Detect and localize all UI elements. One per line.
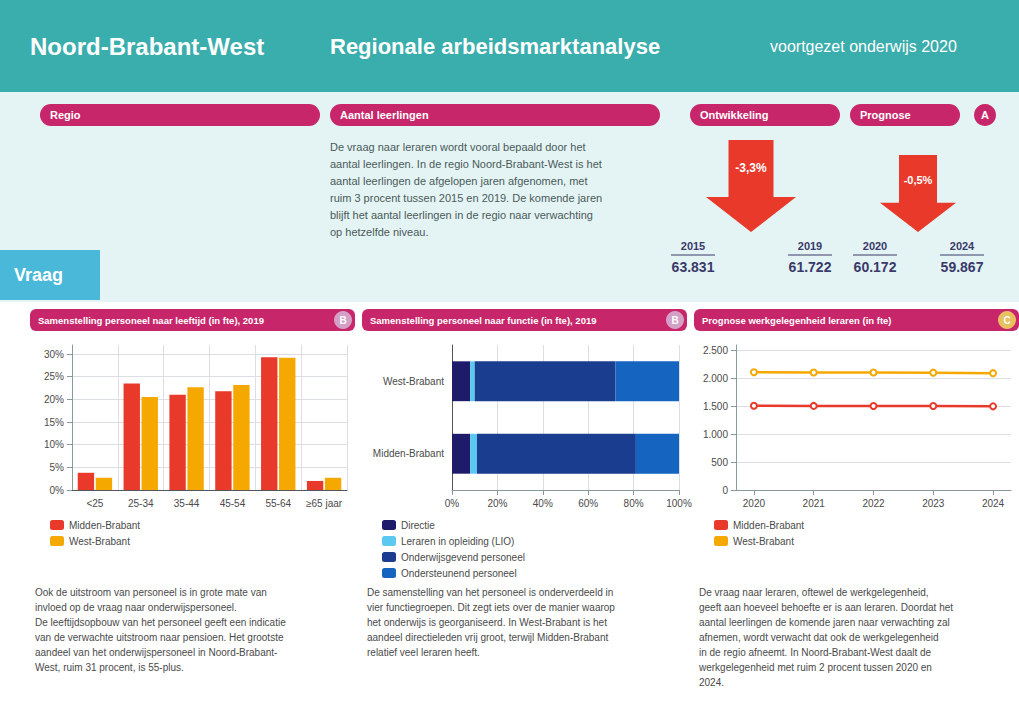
svg-text:voortgezet onderwijs 2020: voortgezet onderwijs 2020 — [770, 38, 957, 55]
svg-text:2022: 2022 — [862, 498, 885, 509]
svg-text:100%: 100% — [666, 498, 692, 509]
svg-text:West, ruim 31 procent, is 55-p: West, ruim 31 procent, is 55-plus. — [35, 662, 184, 673]
svg-text:-0,5%: -0,5% — [904, 174, 933, 186]
svg-text:aantal leerlingen de afgelopen: aantal leerlingen de afgelopen jaren afg… — [330, 175, 587, 187]
svg-text:2024.: 2024. — [699, 677, 724, 688]
svg-text:vier functiegroepen. Dit zegt: vier functiegroepen. Dit zegt iets over … — [367, 602, 615, 613]
svg-text:Samenstelling personeel naar f: Samenstelling personeel naar functie (in… — [370, 315, 596, 326]
svg-text:ruim 3 procent tussen 2015 en: ruim 3 procent tussen 2015 en 2019. De k… — [330, 192, 602, 204]
svg-text:1.000: 1.000 — [703, 429, 728, 440]
svg-text:500: 500 — [711, 457, 728, 468]
svg-text:2019: 2019 — [798, 240, 822, 252]
svg-text:geeft aan hoeveel behoefte er: geeft aan hoeveel behoefte er is aan ler… — [699, 602, 953, 613]
svg-text:Vraag: Vraag — [14, 265, 63, 285]
svg-text:C: C — [1003, 315, 1010, 326]
svg-text:Directie: Directie — [401, 520, 435, 531]
svg-text:45-54: 45-54 — [220, 498, 246, 509]
svg-text:aandeel van het onderwijsperso: aandeel van het onderwijspersoneel in No… — [35, 647, 277, 658]
svg-text:blijft het aantal leerlingen i: blijft het aantal leerlingen in de regio… — [330, 209, 593, 221]
svg-text:30%: 30% — [44, 349, 64, 360]
svg-text:20%: 20% — [487, 498, 507, 509]
svg-text:10%: 10% — [44, 439, 64, 450]
svg-text:-3,3%: -3,3% — [735, 161, 767, 175]
svg-text:West-Brabant: West-Brabant — [383, 376, 444, 387]
svg-text:B: B — [339, 315, 346, 326]
svg-text:55-64: 55-64 — [265, 498, 291, 509]
svg-text:Regionale arbeidsmarktanalyse: Regionale arbeidsmarktanalyse — [330, 34, 660, 59]
svg-text:invloed op de vraag naar onder: invloed op de vraag naar onderwijsperson… — [35, 602, 237, 613]
svg-text:afnemen, wordt verwacht dat oo: afnemen, wordt verwacht dat ook de werkg… — [699, 632, 939, 643]
svg-text:Leraren in opleiding (LIO): Leraren in opleiding (LIO) — [401, 536, 514, 547]
svg-text:2015: 2015 — [681, 240, 705, 252]
svg-text:Onderwijsgevend personeel: Onderwijsgevend personeel — [401, 552, 525, 563]
svg-text:Ook de uitstroom van personeel: Ook de uitstroom van personeel is in gro… — [35, 587, 267, 598]
svg-text:2.500: 2.500 — [703, 345, 728, 356]
svg-text:2024: 2024 — [982, 498, 1005, 509]
svg-text:Ondersteunend personeel: Ondersteunend personeel — [401, 568, 517, 579]
svg-text:2021: 2021 — [803, 498, 826, 509]
svg-text:1.500: 1.500 — [703, 401, 728, 412]
svg-text:2024: 2024 — [950, 240, 975, 252]
svg-text:De samenstelling van het perso: De samenstelling van het personeel is on… — [367, 587, 613, 598]
svg-text:2.000: 2.000 — [703, 373, 728, 384]
svg-text:Midden-Brabant: Midden-Brabant — [733, 520, 804, 531]
svg-text:De leeftijdsopbouw van het per: De leeftijdsopbouw van het personeel gee… — [35, 617, 286, 628]
svg-text:2020: 2020 — [863, 240, 887, 252]
svg-text:aantal leerlingen de komende j: aantal leerlingen de komende jaren naar … — [699, 617, 950, 628]
svg-text:≥65 jaar: ≥65 jaar — [306, 498, 343, 509]
svg-text:Midden-Brabant: Midden-Brabant — [69, 520, 140, 531]
svg-text:25-34: 25-34 — [128, 498, 154, 509]
svg-text:Regio: Regio — [50, 109, 81, 121]
svg-text:West-Brabant: West-Brabant — [69, 536, 130, 547]
svg-text:werkgelegenheid met ruim 2 pro: werkgelegenheid met ruim 2 procent tusse… — [698, 662, 932, 673]
svg-text:0%: 0% — [50, 485, 65, 496]
svg-text:Ontwikkeling: Ontwikkeling — [700, 109, 768, 121]
svg-text:West-Brabant: West-Brabant — [733, 536, 794, 547]
svg-text:De vraag naar leraren, oftewel: De vraag naar leraren, oftewel de werkge… — [699, 587, 929, 598]
svg-text:B: B — [671, 315, 678, 326]
svg-text:aandeel directieleden vrij gro: aandeel directieleden vrij groot, terwij… — [367, 632, 608, 643]
svg-text:relatief veel leraren heeft.: relatief veel leraren heeft. — [367, 647, 480, 658]
svg-text:het onderwijs is georganiseerd: het onderwijs is georganiseerd. In West-… — [367, 617, 607, 628]
svg-text:2023: 2023 — [922, 498, 945, 509]
svg-text:Noord-Brabant-West: Noord-Brabant-West — [30, 33, 264, 60]
svg-text:60.172: 60.172 — [854, 259, 897, 275]
svg-text:25%: 25% — [44, 371, 64, 382]
svg-text:0%: 0% — [445, 498, 460, 509]
svg-text:A: A — [981, 109, 989, 121]
svg-text:20%: 20% — [44, 394, 64, 405]
svg-text:Aantal leerlingen: Aantal leerlingen — [340, 109, 429, 121]
svg-text:van de verwachte uitstroom naa: van de verwachte uitstroom naar pensioen… — [35, 632, 284, 643]
svg-text:2020: 2020 — [743, 498, 766, 509]
svg-text:63.831: 63.831 — [672, 259, 715, 275]
svg-text:5%: 5% — [50, 462, 65, 473]
svg-text:80%: 80% — [624, 498, 644, 509]
svg-text:Samenstelling personeel naar l: Samenstelling personeel naar leeftijd (i… — [38, 315, 264, 326]
svg-text:Prognose werkgelegenheid lerar: Prognose werkgelegenheid leraren (in fte… — [702, 315, 892, 326]
svg-text:0: 0 — [722, 485, 728, 496]
svg-text:Midden-Brabant: Midden-Brabant — [373, 448, 444, 459]
svg-text:op hetzelfde niveau.: op hetzelfde niveau. — [330, 226, 428, 238]
svg-text:De vraag naar leraren wordt vo: De vraag naar leraren wordt vooral bepaa… — [330, 141, 586, 153]
svg-text:aantal leerlingen. In de regio: aantal leerlingen. In de regio Noord-Bra… — [330, 158, 602, 170]
svg-text:in de regio afneemt. In Noord-: in de regio afneemt. In Noord-Brabant-We… — [699, 647, 932, 658]
svg-text:Prognose: Prognose — [860, 109, 911, 121]
svg-text:<25: <25 — [86, 498, 103, 509]
svg-text:59.867: 59.867 — [941, 259, 984, 275]
svg-text:40%: 40% — [533, 498, 553, 509]
svg-text:61.722: 61.722 — [789, 259, 832, 275]
svg-text:60%: 60% — [578, 498, 598, 509]
svg-text:15%: 15% — [44, 417, 64, 428]
svg-text:35-44: 35-44 — [174, 498, 200, 509]
